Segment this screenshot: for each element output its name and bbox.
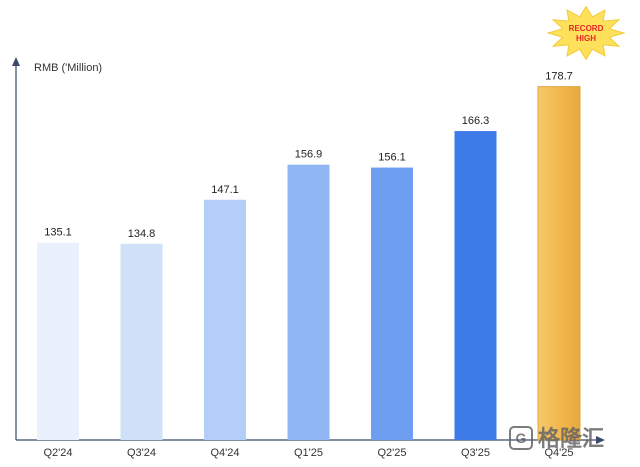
x-tick-label-1: Q2'24 [43,447,72,459]
badge-line-1: RECORD [569,24,604,33]
bar-5 [371,167,413,440]
x-tick-label-5: Q2'25 [377,447,406,459]
record-high-badge-icon: RECORD HIGH [546,5,626,61]
watermark-logo-letter: G [516,430,527,446]
value-label-5: 156.1 [378,152,406,164]
value-label-7: 178.7 [545,71,573,83]
bar-3 [204,199,246,440]
value-label-1: 135.1 [44,227,72,239]
bar-2 [120,243,163,440]
x-tick-label-2: Q3'24 [127,447,156,459]
x-tick-label-3: Q4'24 [210,447,239,459]
bar-1 [37,242,79,440]
x-axis-arrow-icon [596,436,605,444]
value-label-6: 166.3 [462,115,490,127]
bar-4 [287,164,330,440]
y-axis-arrow-icon [12,57,20,66]
bar-7 [537,86,581,441]
value-label-2: 134.8 [128,228,156,240]
value-label-4: 156.9 [295,149,323,161]
bar-6 [454,131,497,440]
watermark-logo-icon [509,426,533,450]
badge-line-2: HIGH [576,34,596,43]
value-label-3: 147.1 [211,184,239,196]
x-tick-label-7: Q4'25 [544,447,573,459]
y-axis-label: RMB ('Million) [34,62,102,74]
x-tick-label-4: Q1'25 [294,447,323,459]
watermark: G 格隆汇 [509,426,604,451]
watermark-text: 格隆汇 [538,426,604,451]
x-tick-label-6: Q3'25 [461,447,490,459]
